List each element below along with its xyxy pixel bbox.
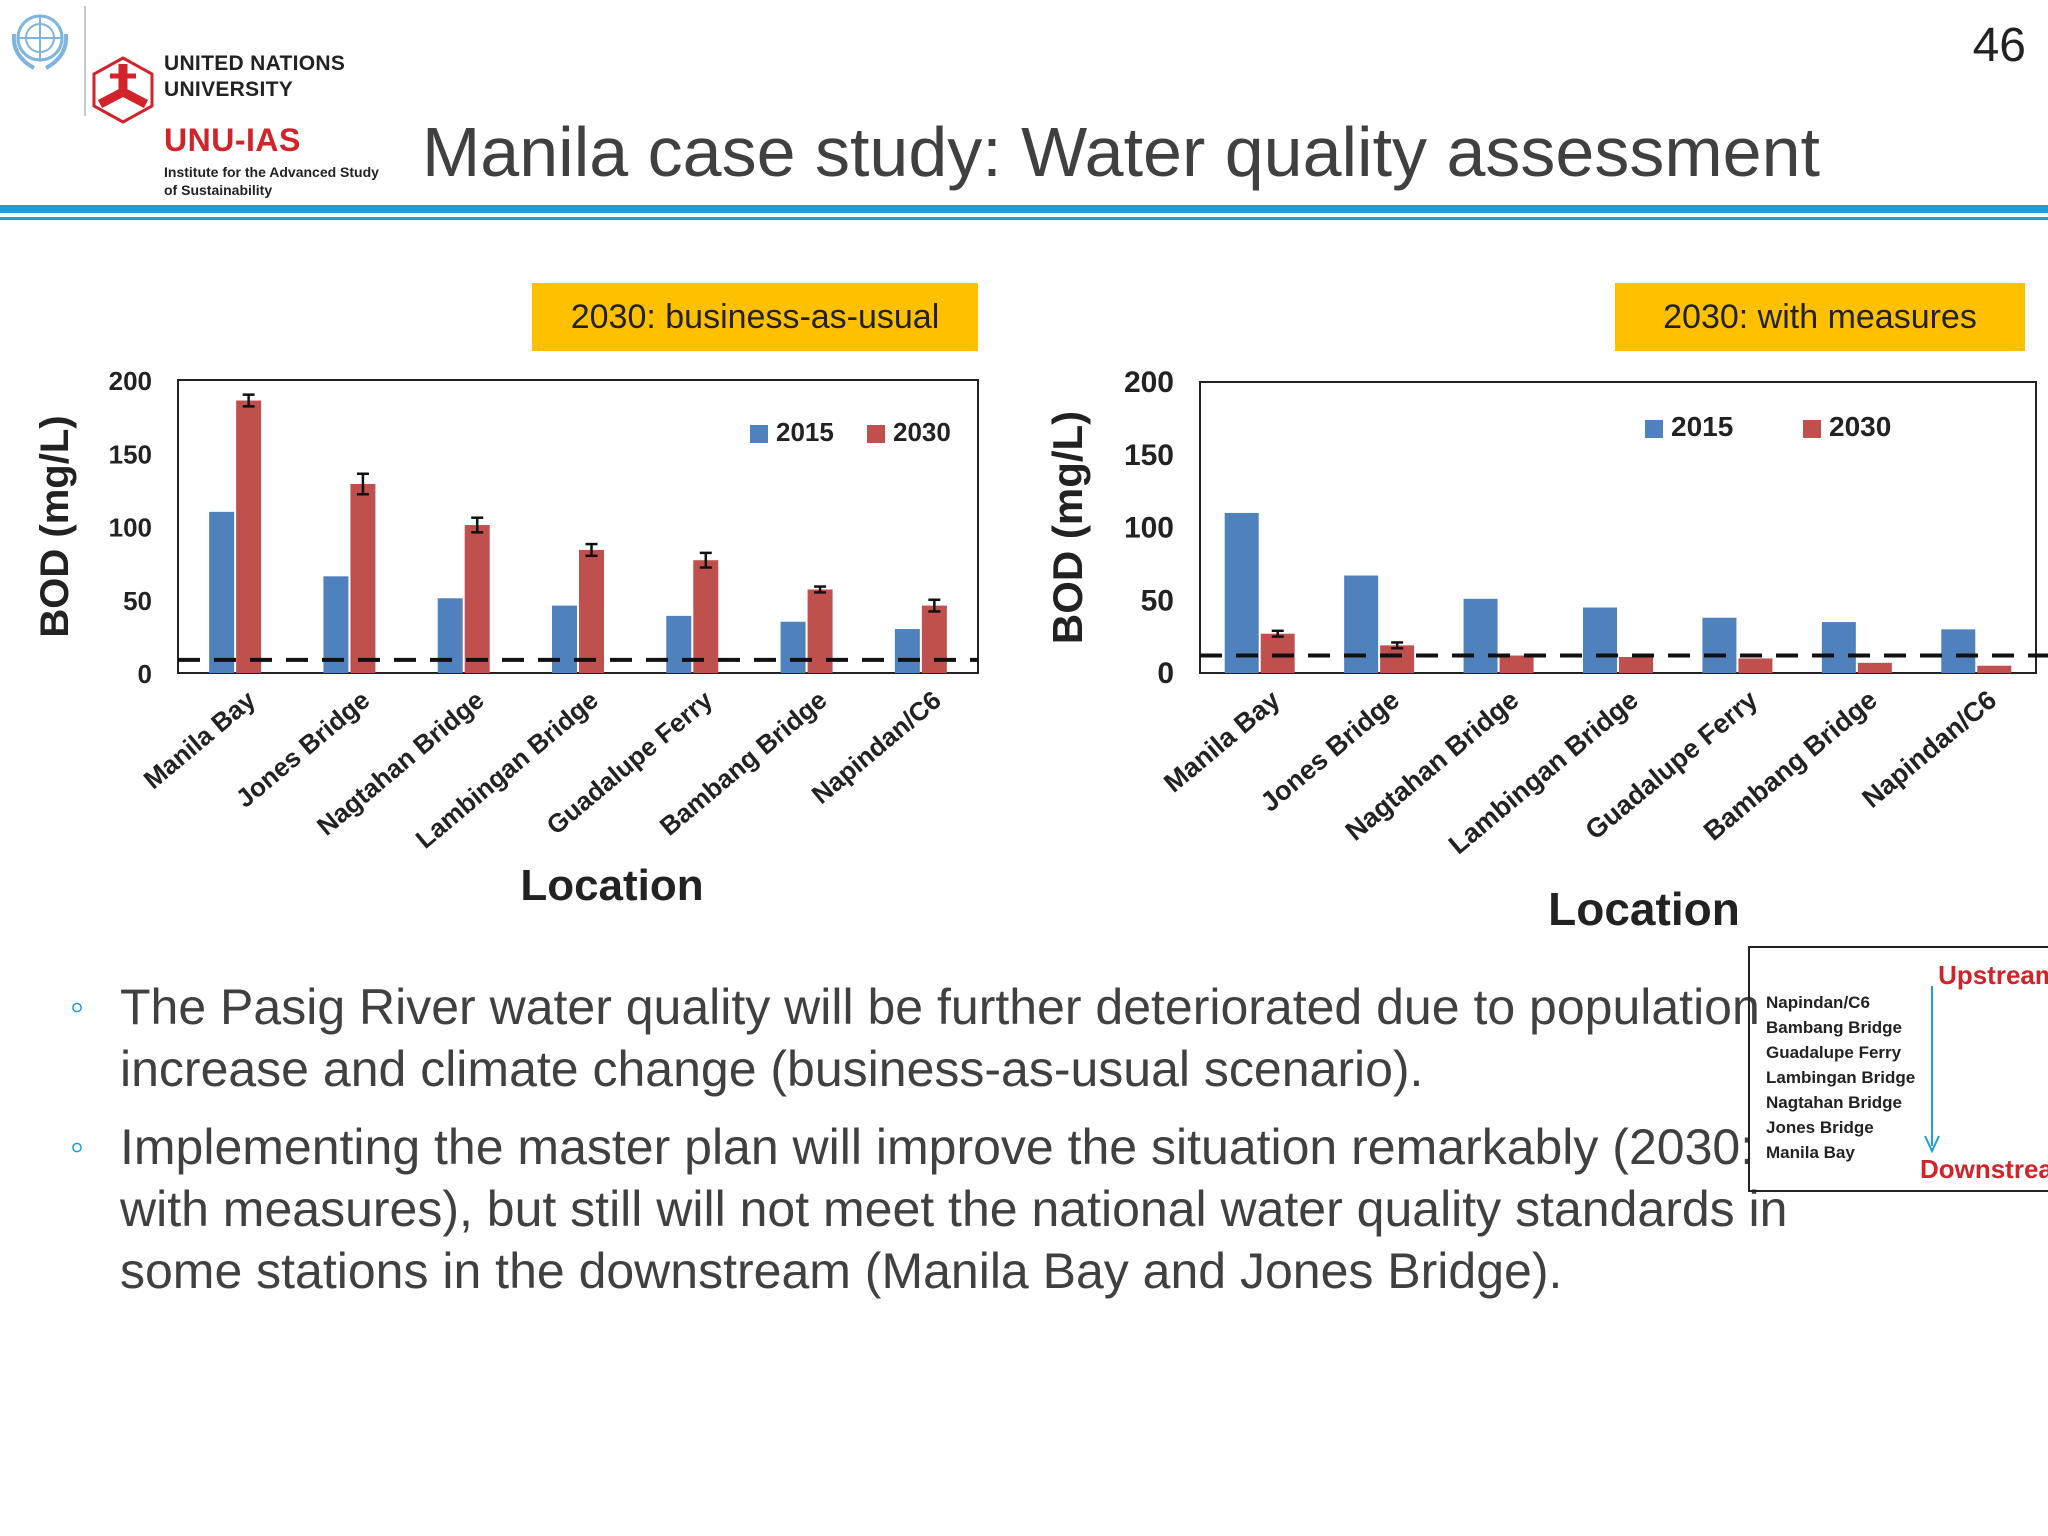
bullet-marker-icon: ◦ bbox=[70, 985, 85, 1029]
bar-2015 bbox=[323, 576, 349, 673]
station-item: Jones Bridge bbox=[1766, 1118, 1874, 1137]
bar-2015 bbox=[1224, 512, 1259, 673]
slide-title: Manila case study: Water quality assessm… bbox=[422, 113, 1820, 191]
legend-label: 2030 bbox=[1829, 411, 1891, 442]
header-rule-thick bbox=[0, 205, 2048, 213]
legend-label: 2015 bbox=[776, 417, 834, 447]
org-name-line2: UNIVERSITY bbox=[164, 78, 294, 101]
bar-2030 bbox=[236, 400, 262, 673]
bar-2015 bbox=[1941, 629, 1976, 673]
bar-2030 bbox=[350, 484, 376, 673]
y-tick-label: 150 bbox=[1124, 439, 1174, 472]
institute-line1: Institute for the Advanced Study bbox=[164, 164, 379, 180]
station-item: Napindan/C6 bbox=[1766, 993, 1870, 1012]
bullet-marker-icon: ◦ bbox=[70, 1125, 85, 1169]
x-axis-label: Location bbox=[1548, 883, 1740, 935]
bar-2015 bbox=[1583, 607, 1617, 673]
page-number: 46 bbox=[1972, 19, 2026, 72]
bar-2030 bbox=[1738, 658, 1773, 673]
y-tick-label: 0 bbox=[138, 659, 152, 689]
legend-label: 2030 bbox=[893, 417, 951, 447]
station-item: Guadalupe Ferry bbox=[1766, 1043, 1902, 1062]
x-tick-label: Manila Bay bbox=[1158, 685, 1285, 799]
river-flow-legend: Upstream Napindan/C6 Bambang Bridge Guad… bbox=[1748, 946, 2048, 1192]
bar-2030 bbox=[1260, 633, 1295, 673]
y-tick-label: 200 bbox=[109, 366, 152, 396]
bar-2030 bbox=[1977, 665, 2012, 673]
bar-2015 bbox=[1463, 598, 1498, 673]
bar-2015 bbox=[1702, 617, 1737, 673]
bullet-text: The Pasig River water quality will be fu… bbox=[120, 979, 1760, 1097]
bar-2015 bbox=[894, 629, 920, 673]
bullet-item-1: ◦ The Pasig River water quality will be … bbox=[70, 976, 1760, 1100]
unu-ias-logo-text: UNU-IAS bbox=[164, 122, 301, 158]
bar-2030 bbox=[693, 560, 719, 673]
bar-2030 bbox=[921, 605, 947, 673]
bar-2015 bbox=[780, 621, 806, 673]
bar-2015 bbox=[1821, 622, 1856, 673]
legend-label: 2015 bbox=[1671, 411, 1733, 442]
bar-2015 bbox=[209, 511, 235, 673]
y-tick-label: 150 bbox=[109, 439, 152, 469]
y-tick-label: 0 bbox=[1157, 657, 1174, 690]
plot-frame bbox=[177, 379, 979, 674]
legend-swatch bbox=[1645, 420, 1663, 438]
header-rule-thin bbox=[0, 217, 2048, 220]
y-tick-label: 100 bbox=[109, 513, 152, 543]
bullet-item-2: ◦ Implementing the master plan will impr… bbox=[70, 1116, 1787, 1366]
station-item: Manila Bay bbox=[1766, 1143, 1855, 1162]
bullet-text: Implementing the master plan will improv… bbox=[120, 1119, 1788, 1299]
flow-arrow-icon bbox=[1924, 986, 1940, 1154]
bar-2030 bbox=[1380, 645, 1415, 673]
y-axis-label: BOD (mg/L) bbox=[33, 415, 77, 637]
downstream-label: Downstream bbox=[1919, 1154, 2048, 1184]
y-tick-label: 50 bbox=[123, 586, 152, 616]
station-item: Nagtahan Bridge bbox=[1766, 1093, 1903, 1112]
institute-line2: of Sustainability bbox=[164, 182, 273, 198]
bar-2030 bbox=[1857, 662, 1892, 673]
y-tick-label: 100 bbox=[1124, 512, 1174, 545]
org-name-line1: UNITED NATIONS bbox=[164, 52, 346, 75]
scenario-label-measures: 2030: with measures bbox=[1615, 283, 2025, 351]
plot-frame bbox=[1199, 381, 2037, 674]
bar-2015 bbox=[1344, 575, 1379, 673]
bar-2030 bbox=[1499, 655, 1534, 673]
station-item: Lambingan Bridge bbox=[1766, 1068, 1916, 1087]
unu-logo-icon bbox=[92, 56, 154, 124]
un-emblem-icon bbox=[11, 14, 69, 70]
x-axis-label: Location bbox=[520, 861, 703, 910]
scenario-label-bau: 2030: business-as-usual bbox=[532, 283, 978, 351]
upstream-label: Upstream bbox=[1938, 960, 2048, 990]
bar-2030 bbox=[1619, 656, 1653, 673]
y-tick-label: 50 bbox=[1141, 584, 1174, 617]
station-item: Bambang Bridge bbox=[1766, 1018, 1903, 1037]
bar-2030 bbox=[464, 525, 490, 673]
bar-2015 bbox=[666, 615, 692, 673]
legend-swatch bbox=[750, 425, 768, 443]
bar-2030 bbox=[579, 549, 604, 673]
y-axis-label: BOD (mg/L) bbox=[1044, 411, 1091, 644]
legend-swatch bbox=[1803, 420, 1821, 438]
y-tick-label: 200 bbox=[1124, 366, 1174, 399]
bar-2015 bbox=[552, 605, 577, 673]
legend-swatch bbox=[867, 425, 885, 443]
station-list: Napindan/C6 Bambang Bridge Guadalupe Fer… bbox=[1766, 990, 1915, 1165]
header-divider bbox=[84, 6, 86, 116]
